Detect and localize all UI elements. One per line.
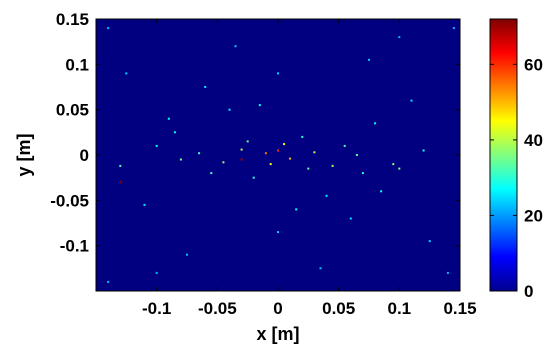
data-point — [374, 122, 377, 125]
data-point — [173, 131, 176, 134]
data-point — [380, 190, 383, 193]
x-tick-label: 0 — [273, 299, 282, 318]
y-tick-label: -0.1 — [60, 237, 89, 256]
data-point — [446, 271, 449, 274]
data-point — [198, 152, 201, 155]
y-axis-label: y [m] — [14, 133, 34, 176]
data-point — [289, 157, 292, 160]
data-point — [319, 267, 322, 270]
data-point — [428, 240, 431, 243]
data-point — [277, 72, 279, 75]
y-tick-label: 0 — [80, 146, 89, 165]
data-point — [325, 194, 328, 197]
y-axis-ticks: 0.15 0.1 0.05 0 -0.05 -0.1 — [50, 10, 460, 256]
x-axis-ticks: -0.1 -0.05 0 0.05 0.1 0.15 — [142, 19, 477, 318]
colorbar-tick-label: 0 — [524, 282, 533, 301]
data-point — [258, 104, 261, 107]
data-point — [355, 154, 358, 156]
x-tick-label: 0.05 — [322, 299, 355, 318]
data-point — [398, 167, 401, 170]
data-point — [331, 164, 334, 167]
data-point — [125, 72, 128, 75]
x-tick-label: 0.15 — [443, 299, 476, 318]
data-point — [283, 143, 286, 146]
data-point — [361, 172, 364, 175]
data-point — [119, 181, 122, 184]
data-point — [107, 280, 110, 283]
colorbar-ticks: 0 20 40 60 — [490, 55, 543, 301]
data-point — [179, 158, 182, 161]
data-point — [313, 151, 316, 154]
data-point — [307, 167, 310, 170]
x-axis-label: x [m] — [256, 324, 299, 344]
data-point — [368, 58, 370, 61]
data-point — [452, 27, 455, 30]
data-point — [422, 149, 425, 152]
data-point — [167, 117, 170, 120]
x-tick-label: -0.05 — [198, 299, 237, 318]
data-point — [155, 144, 158, 147]
colorbar-gradient — [489, 18, 518, 292]
data-point — [107, 27, 110, 30]
y-tick-label: 0.1 — [65, 55, 89, 74]
x-tick-label: -0.1 — [142, 299, 171, 318]
data-point — [119, 164, 122, 167]
data-point — [240, 158, 243, 161]
data-point — [186, 253, 188, 256]
data-point — [349, 217, 352, 220]
data-point — [392, 163, 395, 166]
colorbar-tick-label: 60 — [524, 55, 543, 74]
data-points — [107, 27, 455, 283]
y-tick-label: -0.05 — [50, 191, 89, 210]
colorbar: 0 20 40 60 — [489, 18, 543, 301]
x-tick-label: 0.1 — [388, 299, 412, 318]
colorbar-tick-label: 40 — [524, 131, 543, 150]
data-point — [277, 231, 279, 234]
plot-area — [95, 18, 461, 292]
colorbar-tick-label: 20 — [524, 206, 543, 225]
plot-background — [96, 19, 460, 291]
data-point — [143, 203, 146, 206]
data-point — [204, 86, 207, 88]
data-point — [301, 135, 304, 138]
y-tick-label: 0.15 — [56, 10, 89, 29]
data-point — [410, 99, 413, 102]
data-point — [264, 152, 267, 155]
data-point — [222, 161, 225, 164]
data-point — [234, 45, 237, 48]
data-point — [228, 108, 231, 111]
data-point — [343, 144, 346, 147]
data-point — [295, 208, 298, 211]
data-point — [246, 140, 249, 143]
data-point — [240, 148, 243, 151]
data-point — [252, 176, 255, 179]
y-tick-label: 0.05 — [56, 101, 89, 120]
data-point — [398, 36, 401, 39]
data-point — [277, 149, 279, 152]
data-point — [155, 271, 158, 274]
data-point — [269, 163, 272, 166]
data-point — [210, 172, 213, 175]
